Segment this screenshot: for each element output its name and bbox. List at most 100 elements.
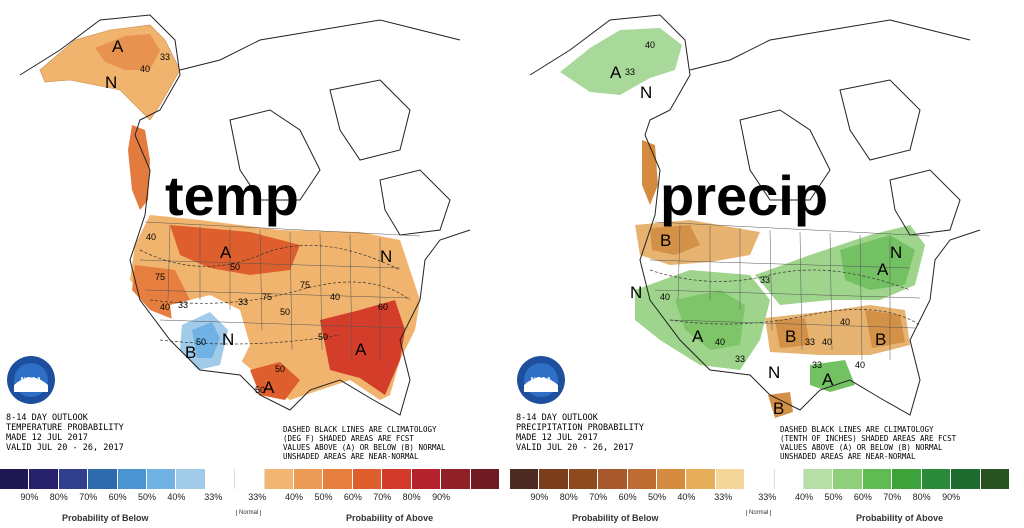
legend-swatch	[980, 469, 1010, 489]
precipitation-outlook-map: A N B N A A B B A B N N 40 33 40 33 40 3…	[516, 14, 981, 461]
legend-tick-label: 70%	[883, 492, 902, 502]
map-note-line: (TENTH OF INCHES) SHADED AREAS ARE FCST	[780, 434, 957, 443]
legend-tick-label: 50%	[824, 492, 843, 502]
temperature-legend: 90% 80% 70% 60% 50% 40% 33% 33% 40% 50% 60% 70% 80% 9…	[0, 465, 505, 528]
contour-label: 40	[160, 302, 170, 312]
legend-tick-label: 90%	[942, 492, 961, 502]
northeast-wet-core	[840, 235, 915, 290]
legend-tick-label: 33%	[248, 492, 267, 502]
legend-swatch	[568, 469, 599, 489]
legend-swatch	[510, 469, 540, 489]
outlook-made-date: MADE 12 JUL 2017	[6, 433, 88, 443]
outlook-title: 8-14 DAY OUTLOOK	[6, 413, 89, 423]
map-marker-alaska-above: A	[112, 37, 124, 56]
northwest-dry-core	[650, 225, 700, 255]
map-marker-texas-above: A	[263, 378, 275, 397]
map-marker-west-normal: N	[630, 283, 642, 302]
legend-swatch	[411, 469, 442, 489]
precipitation-legend: 90% 80% 70% 60% 50% 40% 33% 33% 40% 50% 60% 70% 80% 9…	[510, 465, 1015, 528]
map-marker-southeast-above: A	[355, 340, 367, 359]
texas-above-area	[250, 362, 300, 400]
southwest-wet-core	[675, 290, 745, 350]
outlook-type: TEMPERATURE PROBABILITY	[6, 423, 124, 433]
precip-label: precip	[660, 164, 829, 227]
outlook-made-date: MADE 12 JUL 2017	[516, 433, 598, 443]
legend-tick-label: 33%	[758, 492, 777, 502]
legend-tick-label: 80%	[402, 492, 421, 502]
legend-swatch	[921, 469, 952, 489]
contour-label: 75	[155, 272, 165, 282]
pacific-coast-dry-area	[642, 140, 658, 205]
legend-color-scale	[510, 469, 1010, 489]
contour-label: 40	[140, 64, 150, 74]
legend-swatch	[0, 469, 30, 489]
contour-label: 40	[330, 292, 340, 302]
legend-tick-label: 33%	[204, 492, 223, 502]
legend-swatch	[58, 469, 89, 489]
legend-swatch	[627, 469, 658, 489]
legend-swatch	[774, 469, 805, 489]
contour-label: 33	[178, 300, 188, 310]
legend-below-caption: Probability of Below	[62, 513, 149, 523]
legend-swatch	[117, 469, 148, 489]
legend-tick-label: 33%	[714, 492, 733, 502]
legend-tick-label: 50%	[648, 492, 667, 502]
legend-color-scale	[0, 469, 500, 489]
legend-swatch	[323, 469, 353, 489]
outlook-type: PRECIPITATION PROBABILITY	[516, 423, 644, 433]
legend-tick-label: 40%	[285, 492, 304, 502]
map-marker-northeast-normal: N	[380, 247, 392, 266]
map-note-line: VALUES ABOVE (A) OR BELOW (B) NORMAL	[283, 443, 446, 452]
map-marker-southeast-below-west: B	[785, 327, 796, 346]
map-note-line: DASHED BLACK LINES ARE CLIMATOLOGY	[283, 425, 437, 434]
svg-text:NOAA: NOAA	[531, 377, 552, 384]
legend-swatch	[745, 469, 775, 489]
legend-tick-label: 70%	[589, 492, 608, 502]
contour-label: 60	[378, 302, 388, 312]
temperature-outlook-panel: A N A B N A A N 40 33 50 75 75 50 40 50 …	[0, 0, 505, 528]
precipitation-outlook-panel: A N B N A A B B A B N N 40 33 40 33 40 3…	[510, 0, 1015, 528]
legend-swatch	[833, 469, 863, 489]
contour-label: 33	[160, 52, 170, 62]
legend-tick-label: 40%	[795, 492, 814, 502]
legend-swatch	[147, 469, 177, 489]
legend-tick-label: 40%	[677, 492, 696, 502]
legend-swatch	[657, 469, 687, 489]
contour-label: 40	[146, 232, 156, 242]
contour-label: 40	[715, 337, 725, 347]
temp-label: temp	[165, 164, 299, 227]
legend-tick-spacer	[510, 492, 525, 502]
legend-tick-spacer	[0, 492, 15, 502]
map-note-line: DASHED BLACK LINES ARE CLIMATOLOGY	[780, 425, 934, 434]
contour-label: 33	[812, 360, 822, 370]
map-note-line: UNSHADED AREAS ARE NEAR-NORMAL	[780, 452, 916, 461]
contour-label: 50	[255, 385, 265, 395]
legend-tick-label: 90%	[432, 492, 451, 502]
map-marker-alaska-normal: N	[640, 83, 652, 102]
map-marker-east-normal: N	[890, 243, 902, 262]
alaska-darker-area	[95, 34, 160, 70]
legend-below-caption: Probability of Below	[572, 513, 659, 523]
northern-plains-above-area	[170, 225, 300, 275]
contour-label: 40	[840, 317, 850, 327]
legend-tick-label: 80%	[49, 492, 68, 502]
legend-swatch	[235, 469, 265, 489]
legend-swatch	[264, 469, 295, 489]
legend-normal-caption: Normal	[746, 510, 772, 516]
legend-swatch	[470, 469, 500, 489]
map-marker-south-normal: N	[768, 363, 780, 382]
legend-normal-caption: Normal	[236, 510, 262, 516]
contour-label: 33	[760, 275, 770, 285]
legend-tick-label: 70%	[79, 492, 98, 502]
temperature-outlook-map: A N A B N A A N 40 33 50 75 75 50 40 50 …	[6, 14, 471, 461]
outlook-valid-dates: VALID JUL 20 - 26, 2017	[6, 443, 124, 453]
legend-tick-label: 60%	[618, 492, 637, 502]
contour-label: 33	[625, 67, 635, 77]
legend-tick-label: 60%	[343, 492, 362, 502]
map-marker-southwest-below: B	[185, 343, 196, 362]
contour-label: 50	[280, 307, 290, 317]
map-note-line: (DEG F) SHADED AREAS ARE FCST	[283, 434, 414, 443]
map-marker-northwest-below: B	[660, 231, 671, 250]
outlook-title: 8-14 DAY OUTLOOK	[516, 413, 599, 423]
legend-above-caption: Probability of Above	[346, 513, 434, 523]
